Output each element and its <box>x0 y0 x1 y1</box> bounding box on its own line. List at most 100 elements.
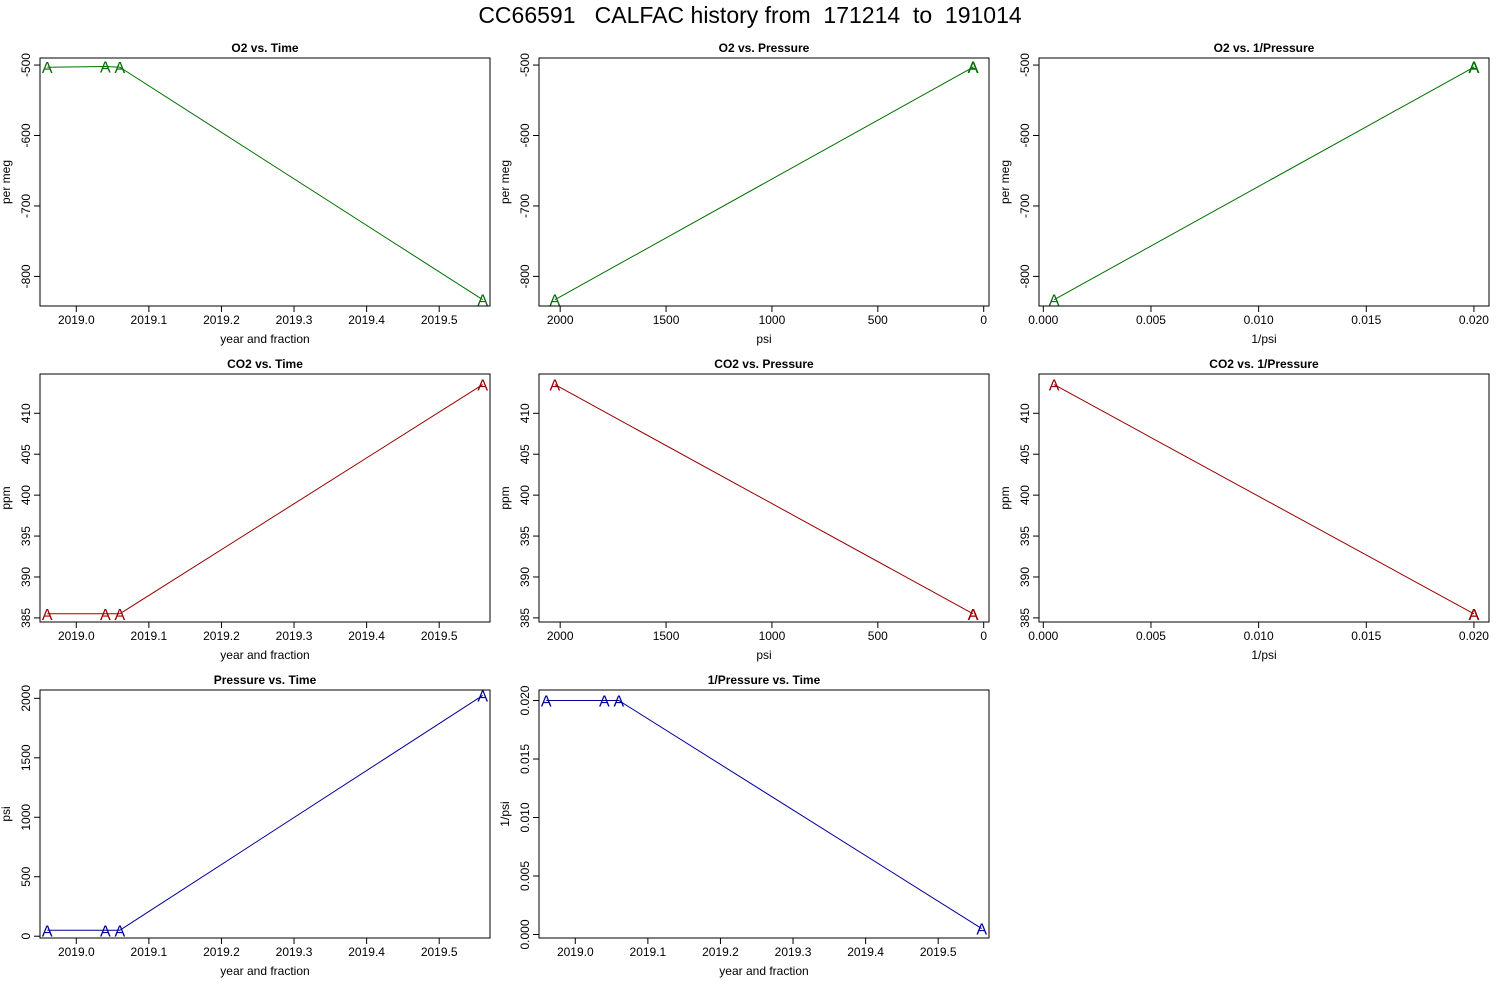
data-point: A <box>1049 378 1060 395</box>
y-tick-label: 405 <box>1018 444 1032 464</box>
x-axis-label: 1/psi <box>1251 332 1276 346</box>
series-line <box>554 66 974 301</box>
x-tick-label: 0.020 <box>1459 629 1489 643</box>
page-title: CC66591 CALFAC history from 171214 to 19… <box>478 2 1022 28</box>
data-point: A <box>968 607 979 624</box>
data-point: A <box>1469 607 1480 624</box>
y-tick-label: 390 <box>518 567 532 587</box>
y-tick-label: 385 <box>518 608 532 628</box>
data-point: A <box>976 922 987 939</box>
plot-title: CO2 vs. Time <box>227 357 303 371</box>
x-axis-label: year and fraction <box>220 648 309 662</box>
plot-frame <box>538 57 990 307</box>
plot-title: 1/Pressure vs. Time <box>708 673 821 687</box>
x-tick-label: 2019.1 <box>131 629 168 643</box>
plot-panel: CO2 vs. Time 2019.0 2019.1 2019.2 2019.3 2019… <box>0 357 491 662</box>
data-point: A <box>550 293 561 310</box>
y-tick-label: -700 <box>518 194 532 218</box>
y-tick-label: 400 <box>518 485 532 505</box>
y-tick-label: -800 <box>518 264 532 288</box>
series-line <box>554 384 974 615</box>
x-tick-label: 0.015 <box>1351 313 1381 327</box>
x-axis-label: psi <box>756 648 771 662</box>
y-tick-label: 0.020 <box>518 685 532 715</box>
series-line <box>47 384 483 615</box>
plot-title: O2 vs. Time <box>231 41 298 55</box>
y-tick-label: 410 <box>1018 403 1032 423</box>
data-point: A <box>100 59 111 76</box>
y-tick-label: 0.010 <box>518 802 532 832</box>
plot-frame <box>1038 373 1490 623</box>
data-point: A <box>968 607 979 624</box>
x-tick-label: 0 <box>980 629 987 643</box>
data-point: A <box>614 694 625 711</box>
y-tick-label: 1500 <box>19 744 33 771</box>
data-point: A <box>599 694 610 711</box>
x-tick-label: 0 <box>980 313 987 327</box>
x-tick-label: 500 <box>868 629 888 643</box>
x-tick-label: 2019.4 <box>348 945 385 959</box>
y-tick-label: -700 <box>1018 194 1032 218</box>
x-tick-label: 2000 <box>547 313 574 327</box>
y-axis-label: per meg <box>0 160 13 204</box>
y-tick-label: 395 <box>19 526 33 546</box>
data-point: A <box>968 60 979 77</box>
x-axis-label: year and fraction <box>220 964 309 978</box>
x-tick-label: 1500 <box>653 629 680 643</box>
y-axis-label: per meg <box>998 160 1012 204</box>
data-point: A <box>100 923 111 940</box>
y-axis-label: ppm <box>998 486 1012 509</box>
y-tick-label: 500 <box>19 866 33 886</box>
plot-frame <box>538 373 990 623</box>
y-tick-label: 400 <box>1018 485 1032 505</box>
y-tick-label: 0.005 <box>518 861 532 891</box>
data-point: A <box>477 688 488 705</box>
y-tick-label: 0.000 <box>518 919 532 949</box>
data-point: A <box>477 293 488 310</box>
x-tick-label: 2019.0 <box>58 629 95 643</box>
x-tick-label: 0.020 <box>1459 313 1489 327</box>
data-point: A <box>1469 607 1480 624</box>
plot-title: O2 vs. 1/Pressure <box>1214 41 1315 55</box>
y-tick-label: 0 <box>19 933 33 940</box>
x-tick-label: 2019.5 <box>421 945 458 959</box>
x-tick-label: 0.000 <box>1028 313 1058 327</box>
x-tick-label: 0.010 <box>1244 629 1274 643</box>
plot-frame <box>39 57 491 307</box>
x-tick-label: 2019.3 <box>276 945 313 959</box>
x-tick-label: 2019.1 <box>630 945 667 959</box>
series-line <box>47 65 483 301</box>
y-tick-label: 410 <box>518 403 532 423</box>
series-line <box>1053 384 1475 615</box>
y-tick-label: -500 <box>1018 53 1032 77</box>
data-point: A <box>1049 293 1060 310</box>
data-point: A <box>42 60 53 77</box>
plot-panel: CO2 vs. 1/Pressure 0.000 0.005 0.010 0.015 0.… <box>998 357 1490 662</box>
x-tick-label: 2019.3 <box>276 629 313 643</box>
plot-panel: 1/Pressure vs. Time 2019.0 2019.1 2019.2 201… <box>498 673 990 978</box>
x-tick-label: 2019.3 <box>276 313 313 327</box>
data-point: A <box>550 378 561 395</box>
series-line <box>47 694 483 931</box>
x-axis-label: year and fraction <box>719 964 808 978</box>
y-tick-label: 405 <box>19 444 33 464</box>
x-tick-label: 0.010 <box>1244 313 1274 327</box>
plot-frame <box>39 373 491 623</box>
y-tick-label: 0.015 <box>518 744 532 774</box>
y-tick-label: -500 <box>19 53 33 77</box>
x-tick-label: 2019.0 <box>58 945 95 959</box>
x-tick-label: 2019.2 <box>203 945 240 959</box>
x-axis-label: psi <box>756 332 771 346</box>
x-tick-label: 1000 <box>759 629 786 643</box>
plot-title: Pressure vs. Time <box>214 673 317 687</box>
data-point: A <box>968 607 979 624</box>
data-point: A <box>42 607 53 624</box>
plot-panel: O2 vs. Pressure 2000 1500 1000 500 0 -500 -600 -… <box>498 41 990 346</box>
x-tick-label: 2019.0 <box>58 313 95 327</box>
y-tick-label: -500 <box>518 53 532 77</box>
y-tick-label: 395 <box>1018 526 1032 546</box>
plot-panel: O2 vs. 1/Pressure 0.000 0.005 0.010 0.015 0.0… <box>998 41 1490 346</box>
y-tick-label: 390 <box>1018 567 1032 587</box>
x-tick-label: 1000 <box>759 313 786 327</box>
